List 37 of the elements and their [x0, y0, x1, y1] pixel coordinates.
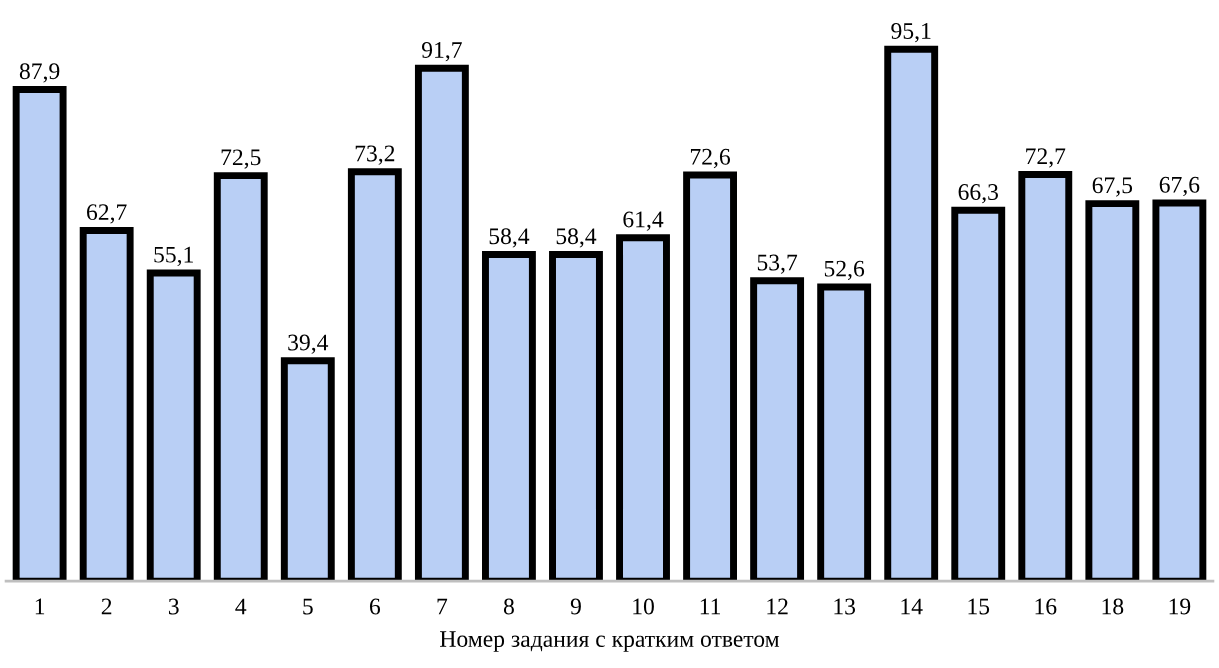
x-tick-label: 10: [633, 598, 654, 615]
data-label: 91,7: [421, 42, 462, 62]
data-label: 58,4: [489, 228, 530, 248]
x-tick-label: 9: [570, 598, 581, 615]
data-label: 62,7: [87, 204, 127, 224]
x-axis-title: Номер задания с кратким ответом: [440, 631, 780, 652]
data-label: 72,6: [690, 148, 731, 169]
data-label: 52,6: [824, 260, 865, 280]
x-tick-label: 3: [168, 598, 179, 615]
x-tick-label: 13: [834, 598, 856, 615]
x-tick-label: 6: [369, 598, 381, 615]
x-tick-label: 12: [767, 598, 788, 615]
x-tick-label: 7: [437, 598, 448, 615]
data-label: 39,4: [288, 334, 329, 354]
data-label: 73,2: [355, 145, 395, 165]
x-tick-label: 15: [968, 598, 990, 615]
x-tick-label: 2: [101, 598, 112, 615]
data-label: 67,6: [1159, 176, 1200, 197]
data-label: 72,5: [221, 149, 261, 169]
data-label: 87,9: [19, 63, 60, 83]
x-tick-label: 16: [1035, 598, 1057, 615]
data-label: 72,7: [1026, 148, 1066, 168]
x-tick-label: 14: [901, 598, 923, 615]
data-label: 53,7: [757, 254, 798, 274]
data-label: 67,5: [1092, 177, 1133, 197]
x-tick-label: 8: [503, 598, 514, 615]
x-tick-label: 11: [700, 598, 721, 615]
x-tick-label: 19: [1169, 598, 1191, 615]
data-label: 66,3: [958, 184, 998, 204]
x-tick-label: 1: [35, 598, 45, 615]
x-tick-label: 4: [235, 598, 247, 615]
data-label: 55,1: [154, 246, 193, 267]
data-label: 61,4: [623, 211, 664, 231]
data-label: 95,1: [891, 23, 931, 43]
x-tick-label: 5: [303, 598, 313, 615]
data-label: 58,4: [556, 228, 597, 248]
x-tick-label: 18: [1102, 598, 1124, 615]
